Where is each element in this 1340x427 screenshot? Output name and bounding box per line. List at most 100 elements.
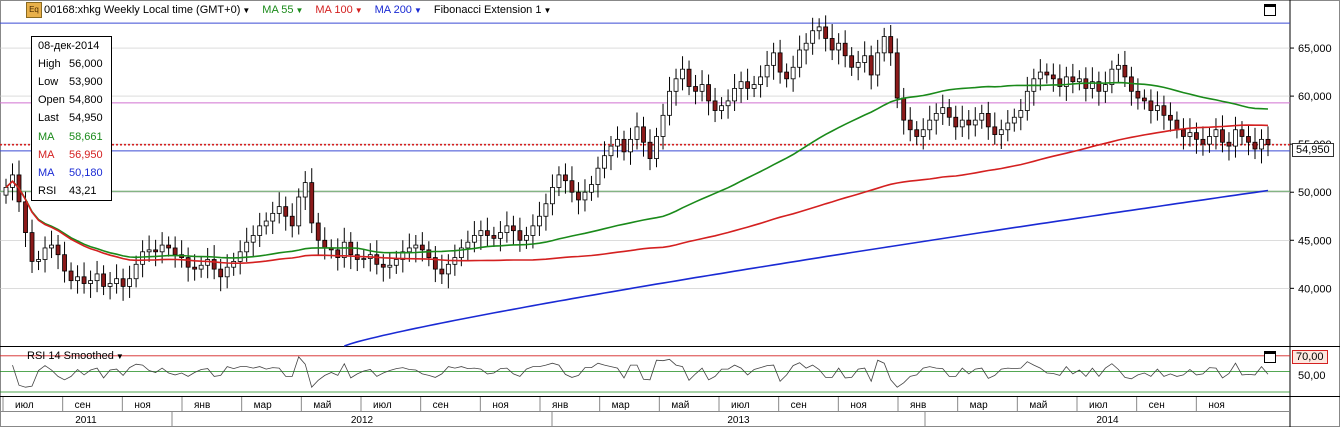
month-label: янв [910, 400, 926, 411]
ma55-legend[interactable]: MA 55 ▼ [262, 4, 304, 16]
candle-body [192, 266, 198, 270]
candle-body [120, 278, 126, 287]
candle-body [62, 254, 67, 272]
maximize-icon[interactable] [1264, 4, 1276, 16]
candle-body [751, 84, 757, 89]
rsi-panel-title[interactable]: RSI 14 Smoothed ▼ [27, 350, 124, 362]
equity-icon[interactable]: Eq [26, 2, 42, 18]
info-panel: 08-дек-2014 High 56,000 Low 53,900 Open 54,80… [31, 36, 112, 201]
candle-body [1057, 78, 1063, 87]
month-label: ноя [492, 400, 509, 411]
candle-body [608, 145, 614, 157]
candle-body [894, 52, 900, 99]
candle-body [602, 155, 607, 169]
candle-body [1200, 138, 1206, 145]
month-label: ноя [850, 400, 867, 411]
candle-body [1239, 129, 1245, 137]
candle-body [842, 42, 848, 57]
candle-body [133, 263, 139, 280]
candle-body [1252, 141, 1258, 150]
candle-body [465, 241, 471, 249]
month-label: янв [194, 400, 210, 411]
candle-body [426, 249, 432, 258]
candle-body [1187, 132, 1193, 137]
symbol-selector[interactable]: 00168:xhkg Weekly Local time (GMT+0) ▼ [44, 4, 251, 16]
last-price-badge: 54,950 [1292, 143, 1334, 157]
candle-body [1194, 132, 1199, 140]
rsi-line [12, 356, 1269, 388]
year-label: 2012 [351, 415, 374, 426]
candle-body [36, 259, 41, 262]
candle-body [810, 30, 816, 44]
info-date: 08-дек-2014 [38, 40, 100, 53]
candle-body [75, 276, 80, 282]
candle-body [927, 119, 933, 131]
candle-body [589, 184, 594, 193]
info-row: MA 58,661 [32, 127, 111, 145]
candle-body [1142, 97, 1147, 102]
ma200-legend[interactable]: MA 200 ▼ [374, 4, 422, 16]
candle-body [419, 244, 425, 251]
candle-body [738, 81, 744, 89]
candle-body [979, 113, 985, 121]
candle-body [543, 203, 549, 217]
candle-body [790, 66, 796, 80]
candle-body [764, 64, 770, 78]
candle-body [992, 126, 998, 135]
candle-body [940, 107, 946, 114]
candle-body [88, 280, 93, 284]
candle-body [140, 251, 146, 265]
candle-body [205, 259, 211, 266]
candle-body [680, 68, 685, 80]
rsi-maximize-icon[interactable] [1264, 351, 1276, 363]
candle-body [237, 251, 243, 262]
month-label: ноя [1208, 400, 1225, 411]
candle-body [400, 251, 406, 260]
candle-body [1115, 64, 1121, 70]
candle-body [888, 36, 894, 54]
chevron-down-icon: ▼ [354, 5, 363, 15]
y-tick-label: 50,000 [1298, 187, 1332, 199]
candle-body [1070, 76, 1076, 83]
candle-body [1246, 136, 1251, 143]
ma200-line [344, 189, 1269, 347]
info-row: MA 56,950 [32, 146, 111, 164]
candle-body [55, 244, 61, 256]
candle-body [127, 278, 132, 287]
candle-body [836, 42, 842, 51]
candle-body [829, 38, 835, 51]
candle-body [745, 81, 750, 89]
candle-body [524, 235, 529, 241]
candle-body [406, 247, 412, 253]
candle-body [68, 270, 74, 282]
ma100-legend[interactable]: MA 100 ▼ [315, 4, 363, 16]
month-label: мар [612, 400, 630, 411]
month-label: июл [373, 400, 392, 411]
candle-body [393, 259, 399, 266]
candle-body [693, 86, 698, 92]
candle-body [868, 55, 874, 76]
candle-body [211, 259, 217, 270]
candle-body [263, 220, 269, 227]
candle-body [816, 26, 822, 32]
candle-body [660, 114, 666, 137]
y-tick-label: 60,000 [1298, 91, 1332, 103]
info-key: High [38, 58, 61, 71]
candle-body [23, 201, 28, 233]
candle-body [654, 136, 659, 159]
info-row: MA 50,180 [32, 164, 111, 182]
candle-body [491, 235, 497, 239]
info-key: Low [38, 76, 59, 89]
y-tick-label: 45,000 [1298, 235, 1332, 247]
candle-body [270, 212, 276, 222]
candle-body [198, 264, 204, 270]
candle-body [29, 232, 35, 262]
month-label: май [671, 400, 689, 411]
candle-body [569, 180, 575, 193]
candle-body [244, 241, 250, 253]
fibonacci-legend[interactable]: Fibonacci Extension 1 ▼ [433, 4, 552, 16]
candle-body [289, 215, 295, 227]
candle-body [458, 247, 464, 258]
candle-body [706, 84, 711, 102]
